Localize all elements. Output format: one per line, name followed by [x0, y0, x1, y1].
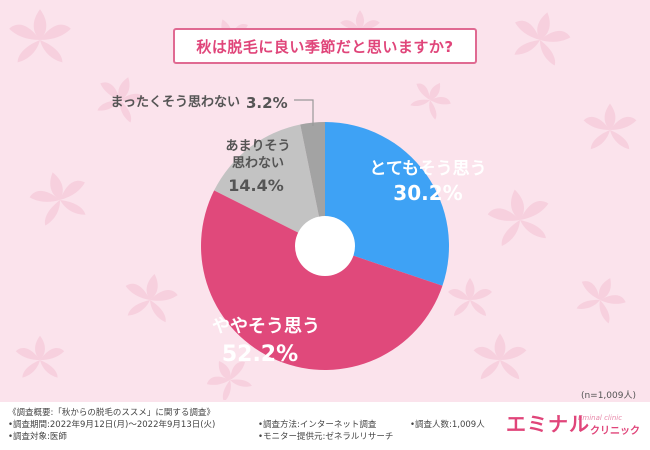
donut-hole: [295, 216, 355, 276]
slice-label-s0: とてもそう思う: [369, 159, 486, 179]
footer-line: 《調査概要:「秋からの脱毛のススメ」に関する調査》: [8, 408, 215, 418]
slice-label-s2-line1: あまりそう: [225, 139, 290, 154]
footer-col-count: •調査人数:1,009人: [410, 419, 485, 431]
footer-line: •調査人数:1,009人: [410, 420, 485, 430]
chart-title: 秋は脱毛に良い季節だと思いますか?: [173, 28, 477, 64]
footer-line: •調査期間:2022年9月12日(月)～2022年9月13日(火): [8, 420, 216, 430]
clinic-logo: Eminal clinic エミナル クリニック: [506, 412, 641, 444]
slice-value-s1: 52.2%: [222, 342, 298, 367]
footer-col-method: •調査方法:インターネット調査 •モニター提供元:ゼネラルリサーチ: [258, 419, 393, 443]
slice-label-s3: まったくそう思わない: [111, 95, 240, 110]
sample-size-note: (n=1,009人): [580, 391, 636, 401]
pie-slice-0: [325, 122, 450, 286]
leader-line: [294, 99, 314, 126]
footer-line: •モニター提供元:ゼネラルリサーチ: [258, 432, 394, 442]
footer-line: •調査方法:インターネット調査: [258, 420, 377, 430]
slice-value-s2: 14.4%: [228, 176, 284, 195]
pie-slice-1: [201, 190, 443, 370]
logo-sub-text: クリニック: [590, 426, 640, 437]
logo-main-text: エミナル: [506, 412, 590, 436]
footer-line: •調査対象:医師: [8, 432, 67, 442]
footer-col-overview: 《調査概要:「秋からの脱毛のススメ」に関する調査》 •調査期間:2022年9月1…: [8, 407, 215, 443]
slice-value-s0: 30.2%: [393, 181, 462, 205]
pie-slice-3: [300, 122, 325, 246]
logo-script-text: Eminal clinic: [578, 414, 623, 422]
slice-label-s1: ややそう思う: [212, 316, 320, 337]
slice-label-s2-line2: 思わない: [232, 156, 284, 171]
donut-chart: とてもそう思う 30.2% ややそう思う 52.2% あまりそう 思わない 14…: [111, 94, 487, 370]
pie-slice-2: [214, 124, 325, 246]
survey-footer: 《調査概要:「秋からの脱毛のススメ」に関する調査》 •調査期間:2022年9月1…: [0, 402, 650, 450]
slice-value-s3: 3.2%: [246, 94, 288, 112]
